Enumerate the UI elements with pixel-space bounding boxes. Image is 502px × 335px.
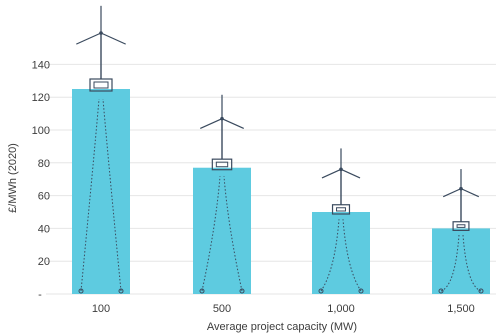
hub <box>99 31 103 35</box>
y-tick-label: 100 <box>32 125 50 137</box>
x-axis-title: Average project capacity (MW) <box>207 321 357 333</box>
y-tick-label: 60 <box>38 191 50 203</box>
foundation-mark <box>118 288 124 294</box>
y-tick-label: 80 <box>38 158 50 170</box>
blade <box>100 32 126 45</box>
platform-inner <box>336 207 346 212</box>
bar <box>72 89 130 294</box>
foundation-mark <box>78 288 84 294</box>
y-axis-ticks: 20 40 60 80 100 120 140 - <box>32 59 50 301</box>
wind-turbine-icon <box>438 169 484 294</box>
blade <box>321 168 342 179</box>
y-tick-zero-mark: - <box>38 289 42 301</box>
x-axis-ticks: 100 500 1,000 1,500 <box>92 303 475 315</box>
x-tick-label: 1,500 <box>447 303 475 315</box>
tower-leg <box>462 235 482 292</box>
wind-turbine-icon <box>318 148 364 294</box>
foundation-mark <box>358 288 364 294</box>
y-tick-label: 140 <box>32 59 50 71</box>
tower-leg <box>201 176 221 292</box>
tower-leg <box>223 176 243 292</box>
foundation-mark <box>478 288 484 294</box>
wind-turbine-icon <box>76 5 126 294</box>
foundation-mark <box>239 288 245 294</box>
bar <box>432 228 490 294</box>
hub <box>339 167 343 172</box>
bar <box>193 167 251 294</box>
foundation-mark <box>438 288 444 294</box>
x-tick-label: 100 <box>92 303 110 315</box>
hub <box>220 116 224 121</box>
foundation-mark <box>318 288 324 294</box>
tower-leg <box>440 235 460 292</box>
platform-inner <box>215 161 229 168</box>
blade <box>340 168 361 179</box>
blade <box>200 118 223 130</box>
blade <box>442 188 462 198</box>
bars <box>72 89 490 294</box>
wind-turbine-icon <box>199 94 245 294</box>
turbines <box>76 5 484 294</box>
blade <box>76 32 102 45</box>
blade <box>221 118 244 130</box>
y-tick-label: 20 <box>38 256 50 268</box>
y-tick-label: 40 <box>38 223 50 235</box>
tower-leg <box>102 98 122 292</box>
hub <box>459 186 463 191</box>
foundation-mark <box>199 288 205 294</box>
tower-leg <box>80 98 100 292</box>
y-axis-title: £/MWh (2020) <box>7 143 19 213</box>
x-tick-label: 1,000 <box>327 303 355 315</box>
x-tick-label: 500 <box>213 303 231 315</box>
y-tick-label: 120 <box>32 92 50 104</box>
blade <box>460 188 480 198</box>
bar <box>312 212 370 294</box>
platform-inner <box>456 224 466 228</box>
platform-inner <box>93 81 109 89</box>
